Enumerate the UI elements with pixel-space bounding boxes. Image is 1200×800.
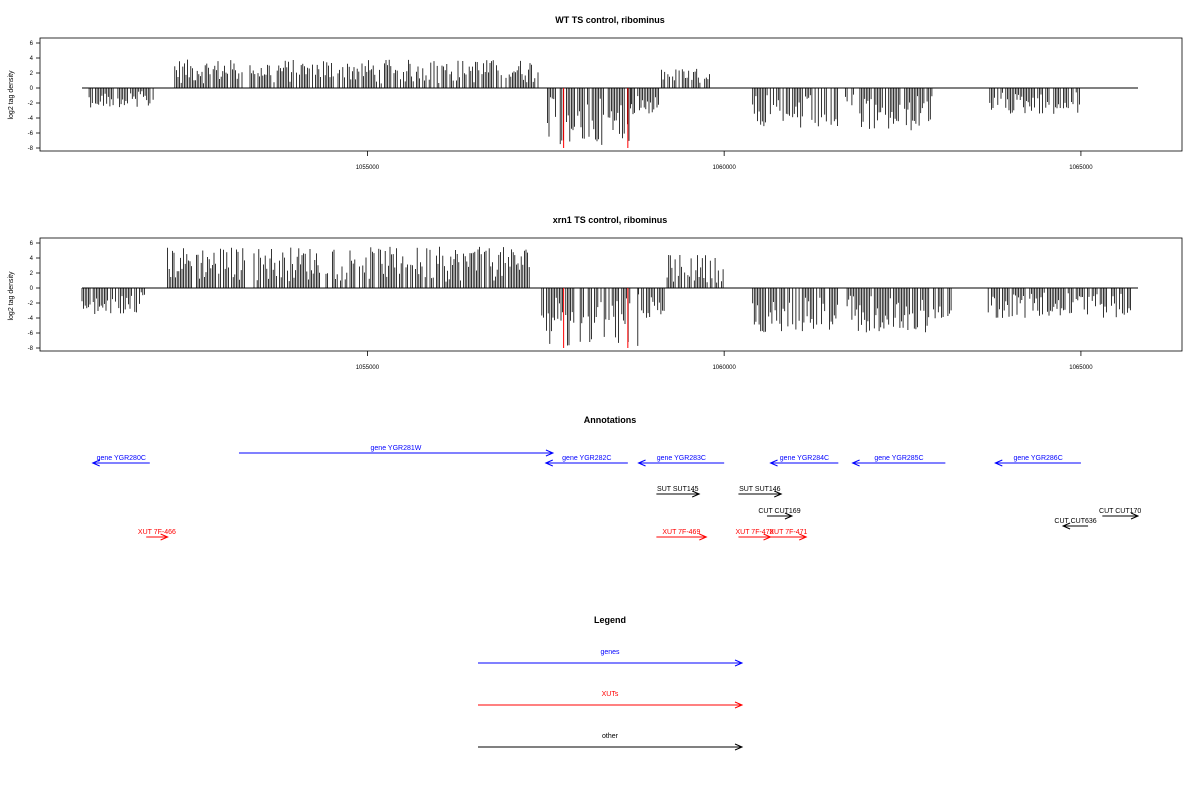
feature-arrow-head (774, 490, 783, 498)
legend-arrow-head (734, 701, 744, 709)
wt-track-frame (39, 37, 1183, 152)
feature-label: SUT SUT146 (739, 486, 781, 493)
feature-arrow-head (91, 459, 100, 467)
wt-track-panel: WT TS control, ribominus log2 tag densit… (8, 15, 1183, 171)
legend-item: other (478, 733, 744, 751)
y-tick-label: -6 (28, 331, 34, 337)
feature-label: gene YGR281W (371, 445, 422, 452)
annotation-feature: XUT 7F-471 (769, 529, 808, 541)
feature-label: gene YGR286C (1013, 455, 1062, 462)
y-tick-label: -8 (28, 346, 34, 352)
feature-arrow-head (1130, 512, 1140, 520)
xrn1-track-axes: 6 4 2 0 -2 -4 -6 -8 1055000 1060000 1065000 (28, 241, 1094, 371)
y-tick-label: -4 (28, 116, 34, 122)
x-tick-label: 1055000 (356, 165, 380, 171)
annotation-feature: gene YGR280C (91, 455, 150, 467)
wt-track-ylabel: log2 tag density (8, 70, 15, 120)
legend-arrow-head (734, 659, 744, 667)
annotation-feature: gene YGR284C (769, 455, 839, 467)
feature-label: CUT CUT636 (1054, 518, 1096, 525)
feature-arrow-head (1061, 522, 1071, 530)
xrn1-track-title: xrn1 TS control, ribominus (553, 215, 668, 225)
x-tick-label: 1065000 (1069, 165, 1093, 171)
y-tick-label: 2 (30, 271, 34, 277)
feature-label: XUT 7F-469 (662, 529, 700, 536)
annotation-feature: CUT CUT636 (1054, 518, 1097, 530)
legend-panel: Legend genes XUTs other (478, 615, 744, 751)
wt-track-title: WT TS control, ribominus (555, 15, 665, 25)
annotation-feature: XUT 7F-470 (735, 529, 774, 541)
annotation-feature: gene YGR283C (637, 455, 725, 467)
x-tick-label: 1060000 (712, 365, 736, 371)
wt-track-axes: 6 4 2 0 -2 -4 -6 -8 1055000 1060000 1065000 (28, 41, 1094, 171)
feature-arrow-head (784, 512, 794, 520)
legend-items: genes XUTs other (478, 649, 744, 751)
xrn1-track-panel: xrn1 TS control, ribominus log2 tag dens… (8, 215, 1183, 371)
y-tick-label: -6 (28, 131, 34, 137)
wt-track-bars (82, 59, 1138, 148)
y-tick-label: 0 (30, 286, 34, 292)
feature-arrow-head (544, 459, 553, 467)
legend-item: genes (478, 649, 744, 667)
feature-label: XUT 7F-471 (769, 529, 807, 536)
feature-label: gene YGR285C (874, 455, 923, 462)
xrn1-track-bars (81, 246, 1138, 348)
annotation-feature: XUT 7F-469 (656, 529, 708, 541)
xrn1-track-frame (39, 237, 1183, 352)
feature-label: CUT CUT170 (1099, 508, 1141, 515)
feature-label: XUT 7F-470 (735, 529, 773, 536)
y-tick-label: 6 (30, 41, 34, 47)
feature-label: gene YGR284C (780, 455, 829, 462)
annotation-feature: XUT 7F-466 (138, 529, 176, 541)
feature-arrow-head (637, 459, 646, 467)
y-tick-label: 2 (30, 71, 34, 77)
annotation-feature: gene YGR282C (544, 455, 628, 467)
annotation-features: gene YGR280C gene YGR281W gene YGR282C gene… (91, 445, 1141, 541)
legend-arrow-head (734, 743, 744, 751)
feature-label: SUT SUT145 (657, 486, 699, 493)
feature-arrow-head (160, 533, 169, 541)
annotation-feature: gene YGR286C (994, 455, 1081, 467)
y-tick-label: 0 (30, 86, 34, 92)
feature-arrow-head (545, 449, 555, 457)
xrn1-track-ylabel: log2 tag density (8, 271, 15, 321)
y-tick-label: 4 (30, 56, 34, 62)
feature-arrow-head (691, 490, 701, 498)
y-tick-label: -2 (28, 101, 34, 107)
y-tick-label: 6 (30, 241, 34, 247)
feature-arrow-head (769, 459, 778, 467)
feature-arrow-head (699, 533, 708, 541)
feature-label: gene YGR282C (562, 455, 611, 462)
x-tick-label: 1065000 (1069, 365, 1093, 371)
x-tick-label: 1060000 (712, 165, 736, 171)
annotation-feature: SUT SUT145 (656, 486, 701, 498)
feature-arrow-head (799, 533, 808, 541)
feature-arrow-head (851, 459, 860, 467)
annotation-feature: gene YGR281W (238, 445, 555, 457)
y-tick-label: -2 (28, 301, 34, 307)
annotations-title: Annotations (584, 415, 637, 425)
legend-item: XUTs (478, 691, 744, 709)
feature-label: gene YGR283C (657, 455, 706, 462)
y-tick-label: -8 (28, 146, 34, 152)
legend-title: Legend (594, 615, 626, 625)
feature-label: CUT CUT169 (758, 508, 800, 515)
y-tick-label: 4 (30, 256, 34, 262)
feature-arrow-head (994, 459, 1003, 467)
legend-label: genes (600, 649, 620, 656)
annotation-feature: SUT SUT146 (738, 486, 783, 498)
annotation-feature: CUT CUT170 (1099, 508, 1141, 520)
x-tick-label: 1055000 (356, 365, 380, 371)
annotation-feature: gene YGR285C (851, 455, 946, 467)
y-tick-label: -4 (28, 316, 34, 322)
feature-label: XUT 7F-466 (138, 529, 176, 536)
feature-label: gene YGR280C (97, 455, 146, 462)
legend-label: XUTs (602, 691, 619, 698)
annotation-feature: CUT CUT169 (758, 508, 801, 520)
legend-label: other (602, 733, 619, 740)
